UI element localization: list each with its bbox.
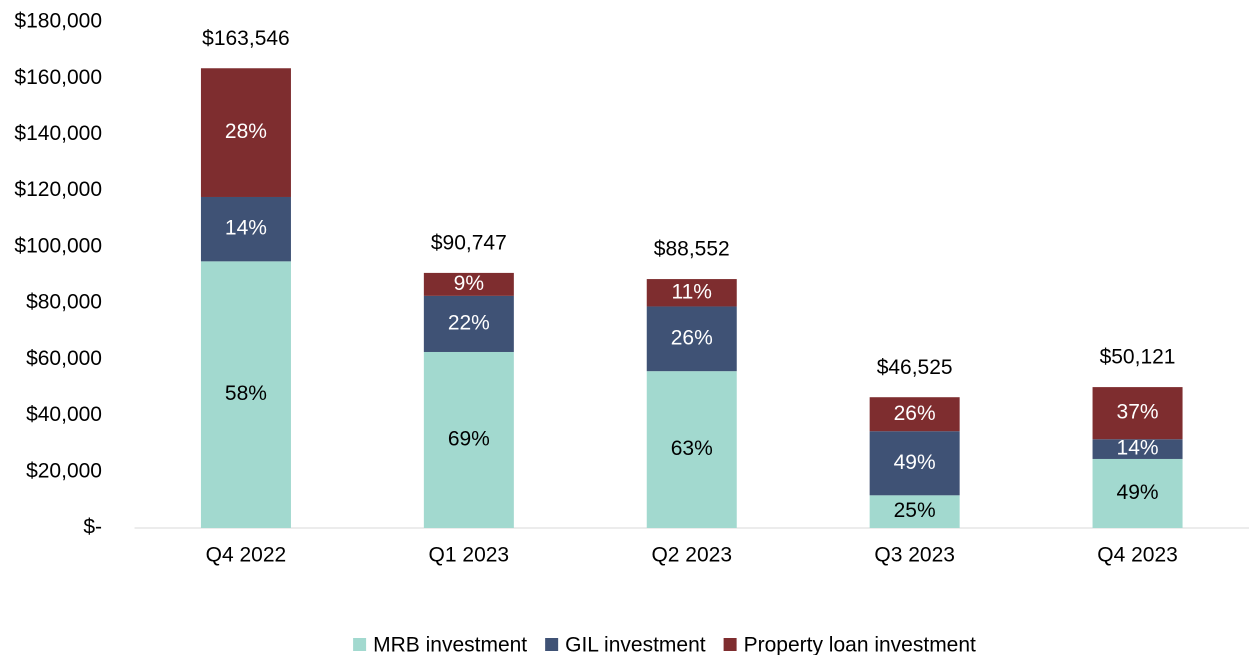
legend-swatch — [353, 638, 367, 651]
bar-segment — [200, 261, 291, 528]
bar-segment — [423, 351, 514, 528]
legend-label: GIL investment — [565, 634, 706, 655]
total-label: $163,546 — [202, 27, 290, 50]
total-label: $88,552 — [654, 238, 730, 261]
bar-segment — [200, 196, 291, 262]
data-label: 22% — [448, 311, 490, 334]
x-tick-label: Q3 2023 — [874, 544, 955, 567]
bar-segment — [869, 397, 960, 432]
bar-segment — [646, 371, 737, 528]
total-label: $50,121 — [1100, 346, 1176, 369]
data-label: 14% — [225, 217, 267, 240]
bar-segment — [423, 295, 514, 352]
x-tick-label: Q2 2023 — [651, 544, 732, 567]
data-label: 37% — [1117, 401, 1159, 424]
data-label: 49% — [1117, 481, 1159, 504]
legend-label: MRB investment — [373, 634, 527, 655]
bar-segment — [646, 279, 737, 307]
data-label: 26% — [894, 402, 936, 425]
y-tick-label: $80,000 — [26, 291, 102, 314]
bar-segment — [423, 272, 514, 296]
data-label: 9% — [454, 272, 484, 295]
data-label: 14% — [1117, 437, 1159, 460]
bar-segment — [869, 495, 960, 528]
x-tick-label: Q4 2022 — [206, 544, 287, 567]
data-label: 11% — [672, 280, 712, 303]
legend-label: Property loan investment — [744, 634, 976, 655]
bar-segment — [1092, 387, 1183, 440]
total-label: $46,525 — [877, 356, 953, 379]
y-tick-label: $160,000 — [14, 66, 102, 89]
data-label: 26% — [671, 326, 713, 349]
y-tick-label: $120,000 — [14, 178, 102, 201]
total-label: $90,747 — [431, 231, 507, 254]
legend-swatch — [723, 638, 737, 651]
y-tick-label: $- — [83, 516, 102, 539]
bar-segment — [646, 306, 737, 372]
y-tick-label: $20,000 — [26, 459, 102, 482]
y-tick-label: $40,000 — [26, 403, 102, 426]
data-label: 58% — [225, 382, 267, 405]
data-label: 69% — [448, 428, 490, 451]
data-label: 28% — [225, 120, 267, 143]
bar-segment — [200, 68, 291, 197]
bar-segment — [869, 431, 960, 496]
x-tick-label: Q4 2023 — [1097, 544, 1178, 567]
y-tick-label: $180,000 — [14, 10, 102, 33]
bar-segment — [1092, 458, 1183, 528]
data-label: 63% — [671, 437, 713, 460]
legend-swatch — [545, 638, 559, 651]
data-label: 25% — [894, 499, 936, 522]
data-label: 49% — [894, 451, 936, 474]
y-tick-label: $60,000 — [26, 347, 102, 370]
x-tick-label: Q1 2023 — [429, 544, 510, 567]
bar-segment — [1092, 439, 1183, 459]
y-tick-label: $140,000 — [14, 122, 102, 145]
y-tick-label: $100,000 — [14, 234, 102, 257]
